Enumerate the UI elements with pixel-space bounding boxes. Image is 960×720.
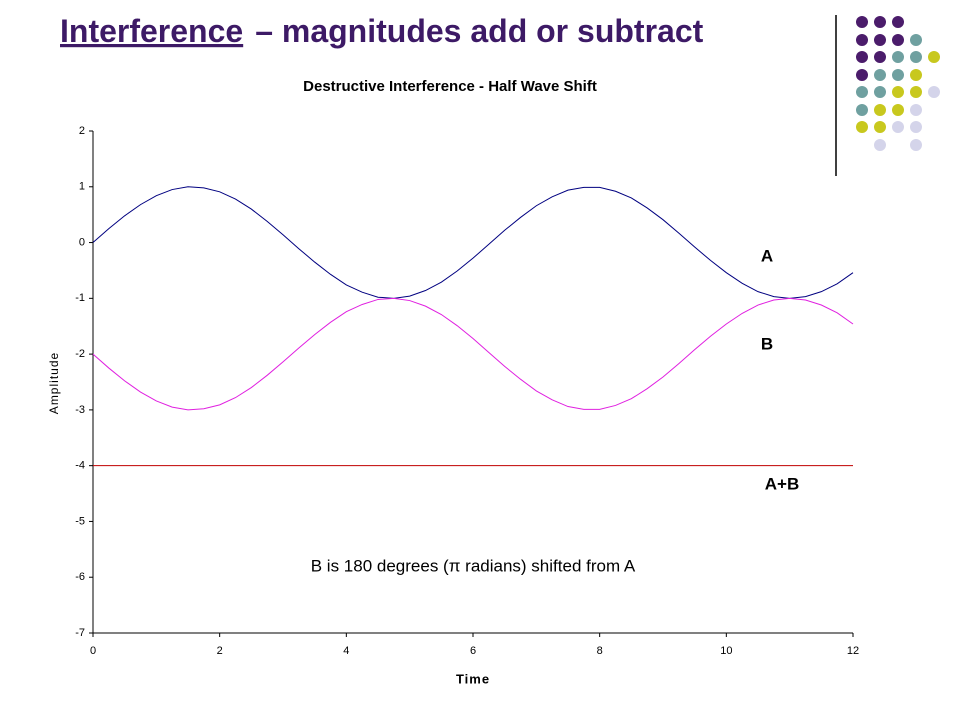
series-label: A	[761, 246, 773, 265]
x-tick-label: 4	[343, 645, 349, 657]
y-tick-label: -3	[75, 404, 85, 416]
series-line	[92, 297, 854, 411]
chart-title: Destructive Interference - Half Wave Shi…	[303, 78, 597, 95]
y-tick-label: -6	[75, 571, 85, 583]
y-tick-label: -7	[75, 627, 85, 639]
x-tick-label: 10	[720, 645, 732, 657]
annotation: B is 180 degrees (π radians) shifted fro…	[311, 556, 636, 575]
y-tick-label: 1	[79, 181, 85, 193]
y-axis-label: Amplitude	[47, 352, 61, 414]
x-tick-label: 0	[90, 645, 96, 657]
slide-title-rest: – magnitudes add or subtract	[255, 13, 703, 49]
series-label: A+B	[765, 474, 799, 493]
y-tick-label: -4	[75, 460, 85, 472]
slide-title: Interference – magnitudes add or subtract	[60, 13, 704, 49]
y-tick-label: 2	[79, 125, 85, 137]
decor-dots	[856, 16, 940, 151]
series-label: B	[761, 334, 773, 353]
y-tick-label: 0	[79, 236, 85, 248]
slide-title-link: Interference	[60, 13, 243, 49]
x-tick-label: 2	[217, 645, 223, 657]
y-tick-label: -5	[75, 515, 85, 527]
x-tick-label: 8	[597, 645, 603, 657]
y-tick-label: -1	[75, 292, 85, 304]
x-tick-label: 12	[847, 645, 859, 657]
x-axis-label: Time	[456, 671, 490, 686]
x-tick-label: 6	[470, 645, 476, 657]
series-line	[92, 186, 854, 299]
y-tick-label: -2	[75, 348, 85, 360]
